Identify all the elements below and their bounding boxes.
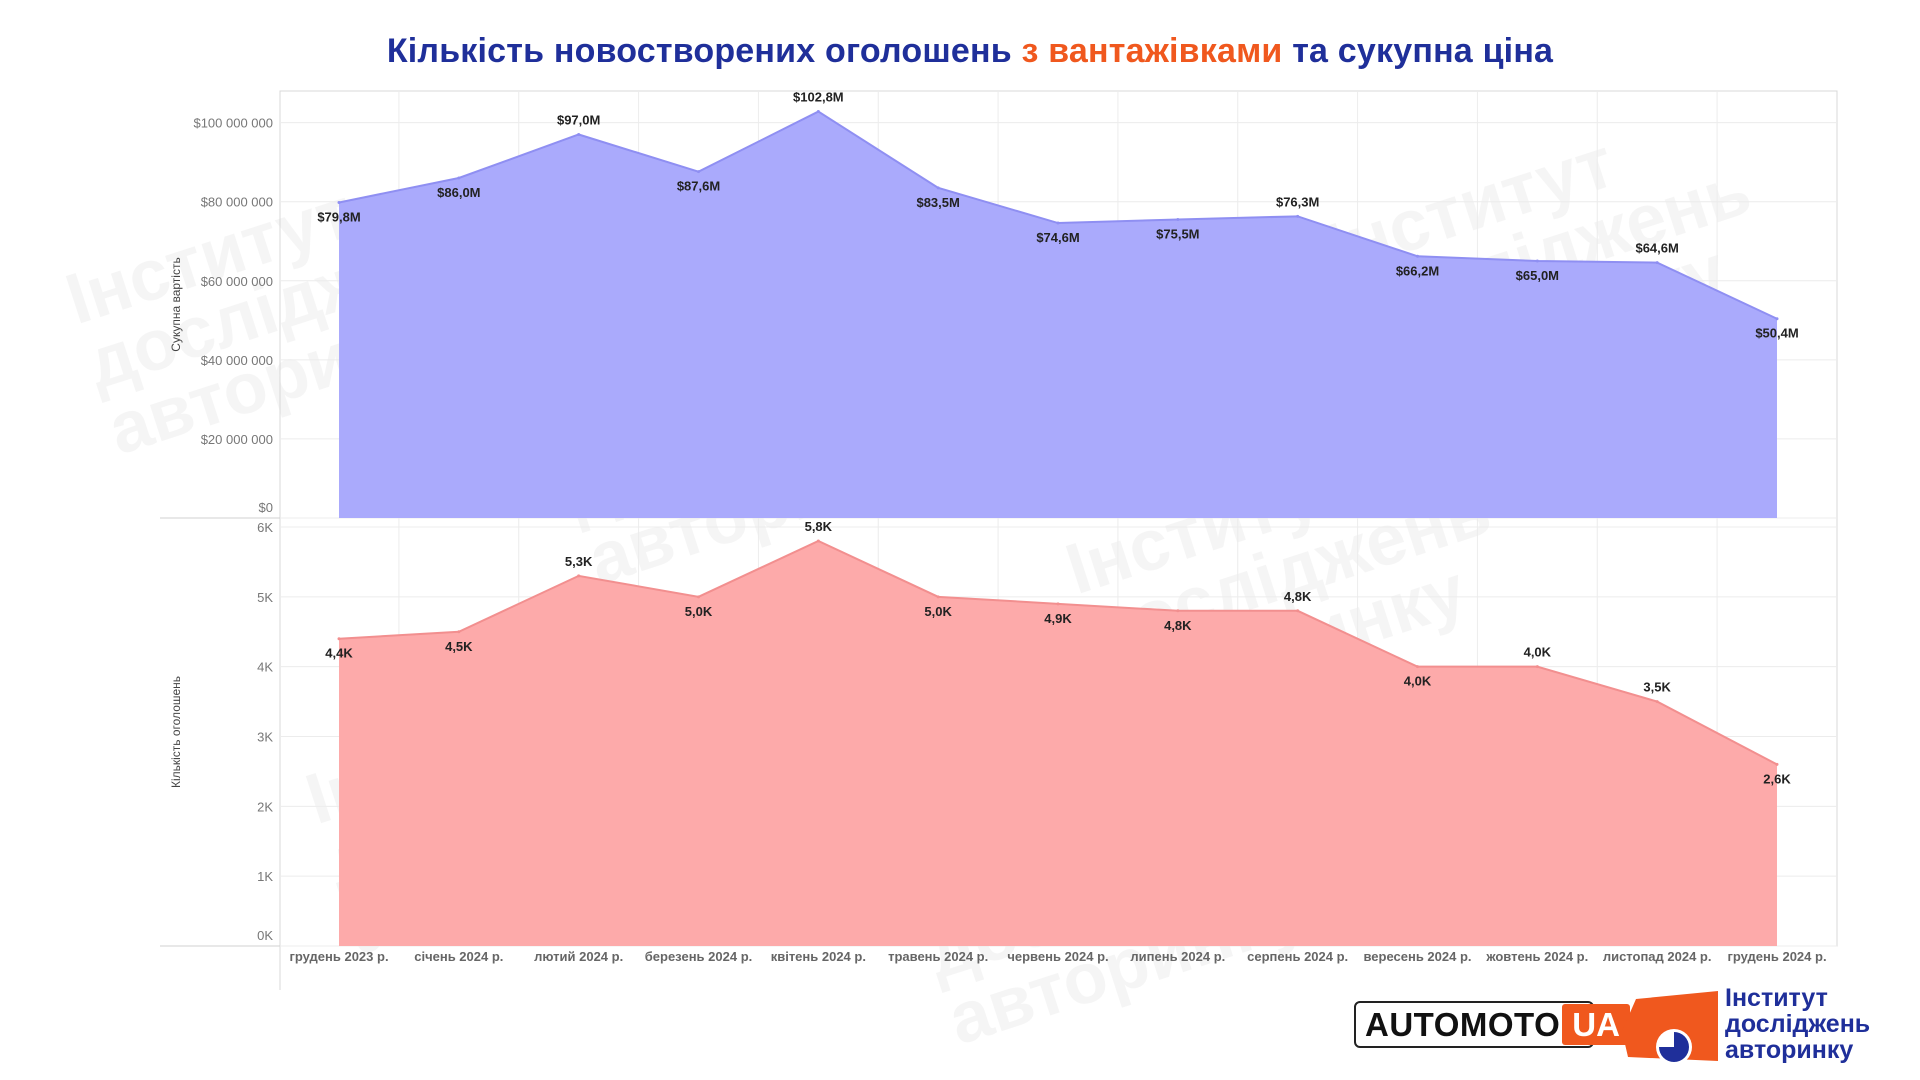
data-label: 4,9K [1044,611,1072,626]
data-label: 4,5K [445,639,473,654]
x-tick-label: листопад 2024 р. [1603,949,1712,964]
data-point [1535,665,1539,669]
data-point [1296,214,1300,218]
data-point [1056,221,1060,225]
institute-logo-line-1: Інститут [1725,984,1828,1012]
data-point [1535,259,1539,263]
institute-logo-mark [1622,991,1718,1063]
x-tick-label: квітень 2024 р. [771,949,866,964]
x-tick-label: червень 2024 р. [1007,949,1108,964]
y-tick-label: $0 [259,500,273,515]
y-axis-title: Кількість оголошень [169,676,183,788]
y-tick-label: 0K [257,928,273,943]
data-label: 5,0K [685,604,713,619]
y-tick-label: 5K [257,590,273,605]
x-tick-label: вересень 2024 р. [1363,949,1471,964]
y-tick-label: 6K [257,520,273,535]
data-label: $50,4M [1755,326,1798,341]
data-point [816,539,820,543]
institute-logo-line-3: авторинку [1725,1036,1854,1064]
data-point [697,595,700,599]
y-tick-label: 2K [257,799,273,814]
title-part-3: та сукупна ціна [1292,32,1554,70]
data-label: 2,6K [1763,771,1791,786]
y-tick-label: $40 000 000 [201,353,273,368]
data-point [1775,317,1779,321]
data-point [337,637,341,641]
data-label: $97,0M [557,112,600,127]
data-point [1416,665,1419,669]
x-tick-label: лютий 2024 р. [534,949,623,964]
data-label: 4,0K [1404,674,1432,689]
data-label: $64,6M [1635,241,1678,256]
data-point [936,595,940,599]
institute-logo: Інститут досліджень авторинку [1622,985,1912,1065]
data-point [577,132,581,136]
title-part-2: з вантажівками [1021,32,1283,70]
data-point [816,110,820,114]
automoto-logo-text: AUTOMOTO [1365,1005,1561,1043]
x-tick-label: січень 2024 р. [414,949,503,964]
y-tick-label: 3K [257,730,273,745]
data-point [1775,762,1779,766]
data-label: $66,2M [1396,263,1439,278]
data-point [936,186,940,190]
x-tick-label: грудень 2023 р. [289,949,388,964]
data-label: $83,5M [916,195,959,210]
data-label: 5,3K [565,554,593,569]
data-label: 4,8K [1164,618,1192,633]
data-point [1176,217,1180,221]
x-tick-label: травень 2024 р. [888,949,988,964]
data-label: $87,6M [677,179,720,194]
data-label: $102,8M [793,90,844,105]
x-tick-label: жовтень 2024 р. [1485,949,1588,964]
y-tick-label: 1K [257,869,273,884]
series-area [339,111,1777,518]
data-label: $75,5M [1156,226,1199,241]
chart-title: Кількість новостворених оголошень з вант… [0,32,1920,71]
data-label: 5,8K [805,519,833,534]
data-point [457,176,461,180]
x-tick-label: липень 2024 р. [1130,949,1225,964]
data-label: 4,8K [1284,589,1312,604]
title-part-1: Кількість новостворених оголошень [386,32,1012,70]
x-tick-label: серпень 2024 р. [1247,949,1348,964]
institute-logo-line-2: досліджень [1725,1010,1871,1038]
series-area [339,540,1777,946]
y-tick-label: $80 000 000 [201,195,273,210]
data-label: $74,6M [1036,230,1079,245]
x-tick-label: грудень 2024 р. [1727,949,1826,964]
y-tick-label: $100 000 000 [193,116,273,131]
data-point [457,630,461,634]
data-label: 4,0K [1524,645,1552,660]
data-point [577,574,581,578]
data-point [1655,700,1659,704]
data-point [1296,609,1300,613]
data-label: $86,0M [437,185,480,200]
x-tick-label: березень 2024 р. [645,949,753,964]
y-tick-label: $60 000 000 [201,274,273,289]
data-point [1056,602,1060,606]
data-point [697,170,700,174]
y-axis-title: Сукупна вартість [169,257,183,351]
data-label: $65,0M [1516,268,1559,283]
data-label: $79,8M [317,209,360,224]
data-point [1176,609,1180,613]
data-label: 4,4K [325,646,353,661]
data-point [337,200,341,204]
data-label: 5,0K [924,604,952,619]
automoto-logo-ua: UA [1562,1004,1630,1045]
automoto-logo: AUTOMOTO UA [1354,1001,1630,1048]
data-label: $76,3M [1276,194,1319,209]
y-tick-label: 4K [257,660,273,675]
y-tick-label: $20 000 000 [201,432,273,447]
data-point [1655,261,1659,265]
data-point [1416,254,1419,258]
data-label: 3,5K [1643,680,1671,695]
